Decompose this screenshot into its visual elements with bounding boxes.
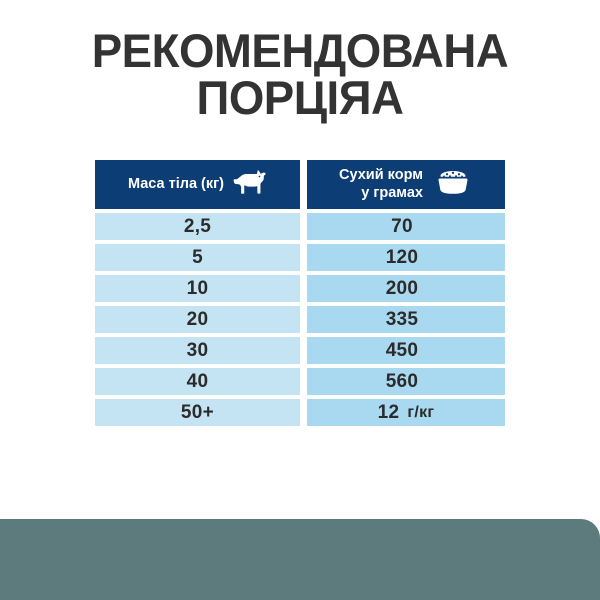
cell-body-weight: 5 bbox=[95, 244, 300, 271]
table-row: 40 560 bbox=[95, 368, 505, 395]
cell-dry-food: 12 г/кг bbox=[307, 399, 505, 426]
cell-dry-food: 335 bbox=[307, 306, 505, 333]
dog-icon bbox=[233, 169, 267, 200]
cell-dry-food-value: 120 bbox=[385, 246, 419, 268]
cell-body-weight: 30 bbox=[95, 337, 300, 364]
table-header-dry-food-label: Сухий корм у грамах bbox=[339, 167, 423, 201]
table-row: 5 120 bbox=[95, 244, 505, 271]
bottom-color-band bbox=[0, 519, 600, 600]
table-row: 50+ 12 г/кг bbox=[95, 399, 505, 426]
table-header-dry-food: Сухий корм у грамах bbox=[307, 160, 505, 209]
cell-body-weight: 10 bbox=[95, 275, 300, 302]
cell-dry-food: 560 bbox=[307, 368, 505, 395]
cell-body-weight: 40 bbox=[95, 368, 300, 395]
table-header-row: Маса тіла (кг) Сухий корм у грамах bbox=[95, 160, 505, 209]
table-row: 10 200 bbox=[95, 275, 505, 302]
table-row: 20 335 bbox=[95, 306, 505, 333]
table-row: 30 450 bbox=[95, 337, 505, 364]
cell-dry-food-unit: г/кг bbox=[407, 403, 435, 421]
cell-dry-food: 200 bbox=[307, 275, 505, 302]
cell-dry-food: 120 bbox=[307, 244, 505, 271]
cell-dry-food-value: 335 bbox=[385, 308, 419, 330]
cell-dry-food-value: 12 bbox=[377, 401, 400, 423]
cell-dry-food-value: 450 bbox=[385, 339, 419, 361]
cell-body-weight: 2,5 bbox=[95, 213, 300, 240]
table-header-body-weight: Маса тіла (кг) bbox=[95, 160, 300, 209]
cell-dry-food-value: 560 bbox=[385, 370, 419, 392]
cell-dry-food: 450 bbox=[307, 337, 505, 364]
table-header-body-weight-label: Маса тіла (кг) bbox=[127, 175, 225, 192]
cell-dry-food: 70 bbox=[307, 213, 505, 240]
cell-body-weight: 50+ bbox=[95, 399, 300, 426]
page-title-line-2: ПОРЦІЯА bbox=[196, 70, 404, 124]
cell-body-weight: 20 bbox=[95, 306, 300, 333]
feeding-guide-table: Маса тіла (кг) Сухий корм у грамах bbox=[95, 160, 505, 426]
cell-dry-food-value: 200 bbox=[385, 277, 419, 299]
page-title: РЕКОМЕНДОВАНА ПОРЦІЯА bbox=[9, 24, 591, 124]
cell-dry-food-value: 70 bbox=[391, 215, 413, 237]
table-row: 2,5 70 bbox=[95, 213, 505, 240]
page-title-line-1: РЕКОМЕНДОВАНА bbox=[91, 24, 509, 77]
dog-bowl-icon bbox=[433, 168, 473, 202]
